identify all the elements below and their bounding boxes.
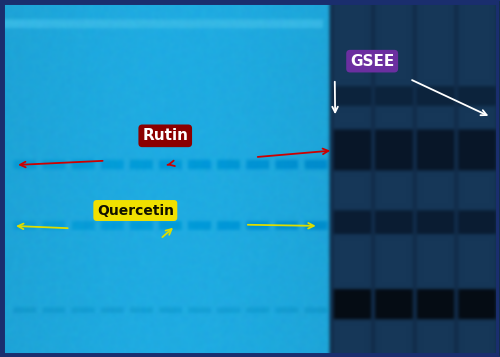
Text: Quercetin: Quercetin	[97, 203, 174, 217]
Text: GSEE: GSEE	[350, 54, 395, 69]
Text: Rutin: Rutin	[142, 128, 188, 143]
